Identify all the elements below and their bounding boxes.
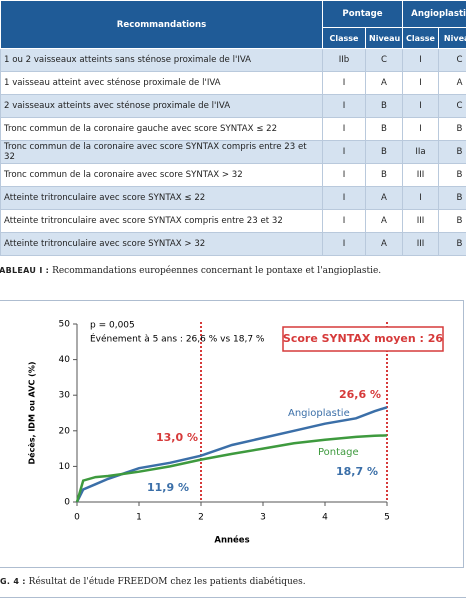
figure-frame [0,300,464,568]
table-cell: I [402,94,439,118]
highlight-box [282,326,444,352]
table-row: 2 vaisseaux atteints avec sténose proxim… [0,94,466,118]
caption-label: FIG. 4 : [0,577,26,586]
table-cell: Tronc commun de la coronaire avec score … [0,140,323,164]
y-tick-label: 50 [59,320,71,330]
table-cell: Atteinte tritronculaire avec score SYNTA… [0,186,323,210]
caption-text: Recommandations européennes concernant l… [52,266,382,276]
table-cell: III [402,163,439,187]
table-cell: B [365,140,403,164]
subheader: Classe [322,27,366,49]
x-tick-label: 5 [384,513,390,523]
table-cell: Tronc commun de la coronaire avec score … [0,163,323,187]
table-cell: A [365,209,403,233]
figure-caption: FIG. 4 : Résultat de l'étude FREEDOM che… [0,577,306,587]
subheader: Niveau [365,27,403,49]
y-tick-label: 10 [59,462,71,472]
value-annotation: 11,9 % [147,481,189,494]
table-cell: I [322,209,366,233]
header-cell: Recommandations [0,0,323,49]
table-cell: B [365,94,403,118]
table-cell: B [437,140,466,164]
group-header: Angioplastie [401,0,466,28]
series-line [75,406,388,503]
annotation: Événement à 5 ans : 26,6 % vs 18,7 % [90,333,265,345]
table-cell: B [437,117,466,141]
table-cell: 1 vaisseau atteint avec sténose proximal… [0,71,323,95]
table-row: 1 vaisseau atteint avec sténose proximal… [0,71,466,95]
caption-label: TABLEAU I : [0,266,50,275]
table-cell: A [437,71,466,95]
value-annotation: 13,0 % [156,431,198,444]
table-row: 1 ou 2 vaisseaux atteints sans sténose p… [0,48,466,72]
y-tick-label: 20 [59,426,71,436]
table-cell: III [402,209,439,233]
table-cell: Atteinte tritronculaire avec score SYNTA… [0,232,323,256]
value-annotation: 26,6 % [339,388,381,401]
subheader: Niveau [437,27,466,49]
table-cell: IIb [322,48,366,72]
table-row: Tronc commun de la coronaire avec score … [0,163,466,187]
table-cell: I [402,48,439,72]
x-tick-label: 0 [74,513,80,523]
x-tick-label: 3 [260,513,266,523]
table-cell: I [322,117,366,141]
x-tick-label: 2 [198,513,204,523]
caption-text: Résultat de l'étude FREEDOM chez les pat… [28,577,306,587]
series-label: Pontage [318,447,359,458]
header-row: Recommandations Pontage Angioplastie [0,0,466,49]
table-row: Tronc commun de la coronaire gauche avec… [0,117,466,141]
table-cell: I [322,186,366,210]
table-cell: I [402,117,439,141]
table-cell: B [437,209,466,233]
table-cell: B [437,186,466,210]
table-caption: TABLEAU I : Recommandations européennes … [0,266,381,276]
table-cell: C [437,94,466,118]
x-axis-label: Années [214,535,249,546]
table-cell: I [322,94,366,118]
y-tick-label: 0 [64,498,70,508]
table-cell: IIa [402,140,439,164]
table-cell: C [365,48,403,72]
table-row: Atteinte tritronculaire avec score SYNTA… [0,209,466,233]
table-row: Atteinte tritronculaire avec score SYNTA… [0,232,466,256]
highlight-text: Score SYNTAX moyen : 26 [283,332,443,345]
rule [0,597,466,598]
value-annotation: 18,7 % [336,465,378,478]
table-cell: III [402,232,439,256]
table-cell: I [402,71,439,95]
table-cell: B [437,232,466,256]
table-cell: A [365,71,403,95]
table-cell: 1 ou 2 vaisseaux atteints sans sténose p… [0,48,323,72]
table-cell: A [365,186,403,210]
table-cell: I [322,232,366,256]
subtitle: p = 0,005 [90,321,135,331]
table-row: Atteinte tritronculaire avec score SYNTA… [0,186,466,210]
table-cell: I [322,140,366,164]
series-label: Angioplastie [288,408,350,419]
table-cell: I [322,163,366,187]
table-cell: C [437,48,466,72]
group-header: Pontage [322,0,403,28]
table-cell: B [437,163,466,187]
y-axis-label: Décès, IDM ou AVC (%) [27,362,37,465]
y-tick-label: 40 [59,355,71,365]
table-cell: I [402,186,439,210]
chart: 0 10 20 30 40 50 0 1 2 3 4 5 Angioplastie Pontage 13,0… [27,320,444,546]
table-cell: 2 vaisseaux atteints avec sténose proxim… [0,94,323,118]
subheader: Classe [402,27,439,49]
table-cell: Tronc commun de la coronaire gauche avec… [0,117,323,141]
x-tick-label: 4 [322,513,328,523]
table-cell: I [322,71,366,95]
table-cell: B [365,117,403,141]
y-tick-label: 30 [59,391,71,401]
table-cell: Atteinte tritronculaire avec score SYNTA… [0,209,323,233]
series-line [75,434,388,503]
x-tick-label: 1 [136,513,142,523]
table-cell: A [365,232,403,256]
recommendations-table: Recommandations Pontage Angioplastie Classe… [0,0,466,256]
table-row: Tronc commun de la coronaire avec score … [0,140,466,164]
table-cell: B [365,163,403,187]
